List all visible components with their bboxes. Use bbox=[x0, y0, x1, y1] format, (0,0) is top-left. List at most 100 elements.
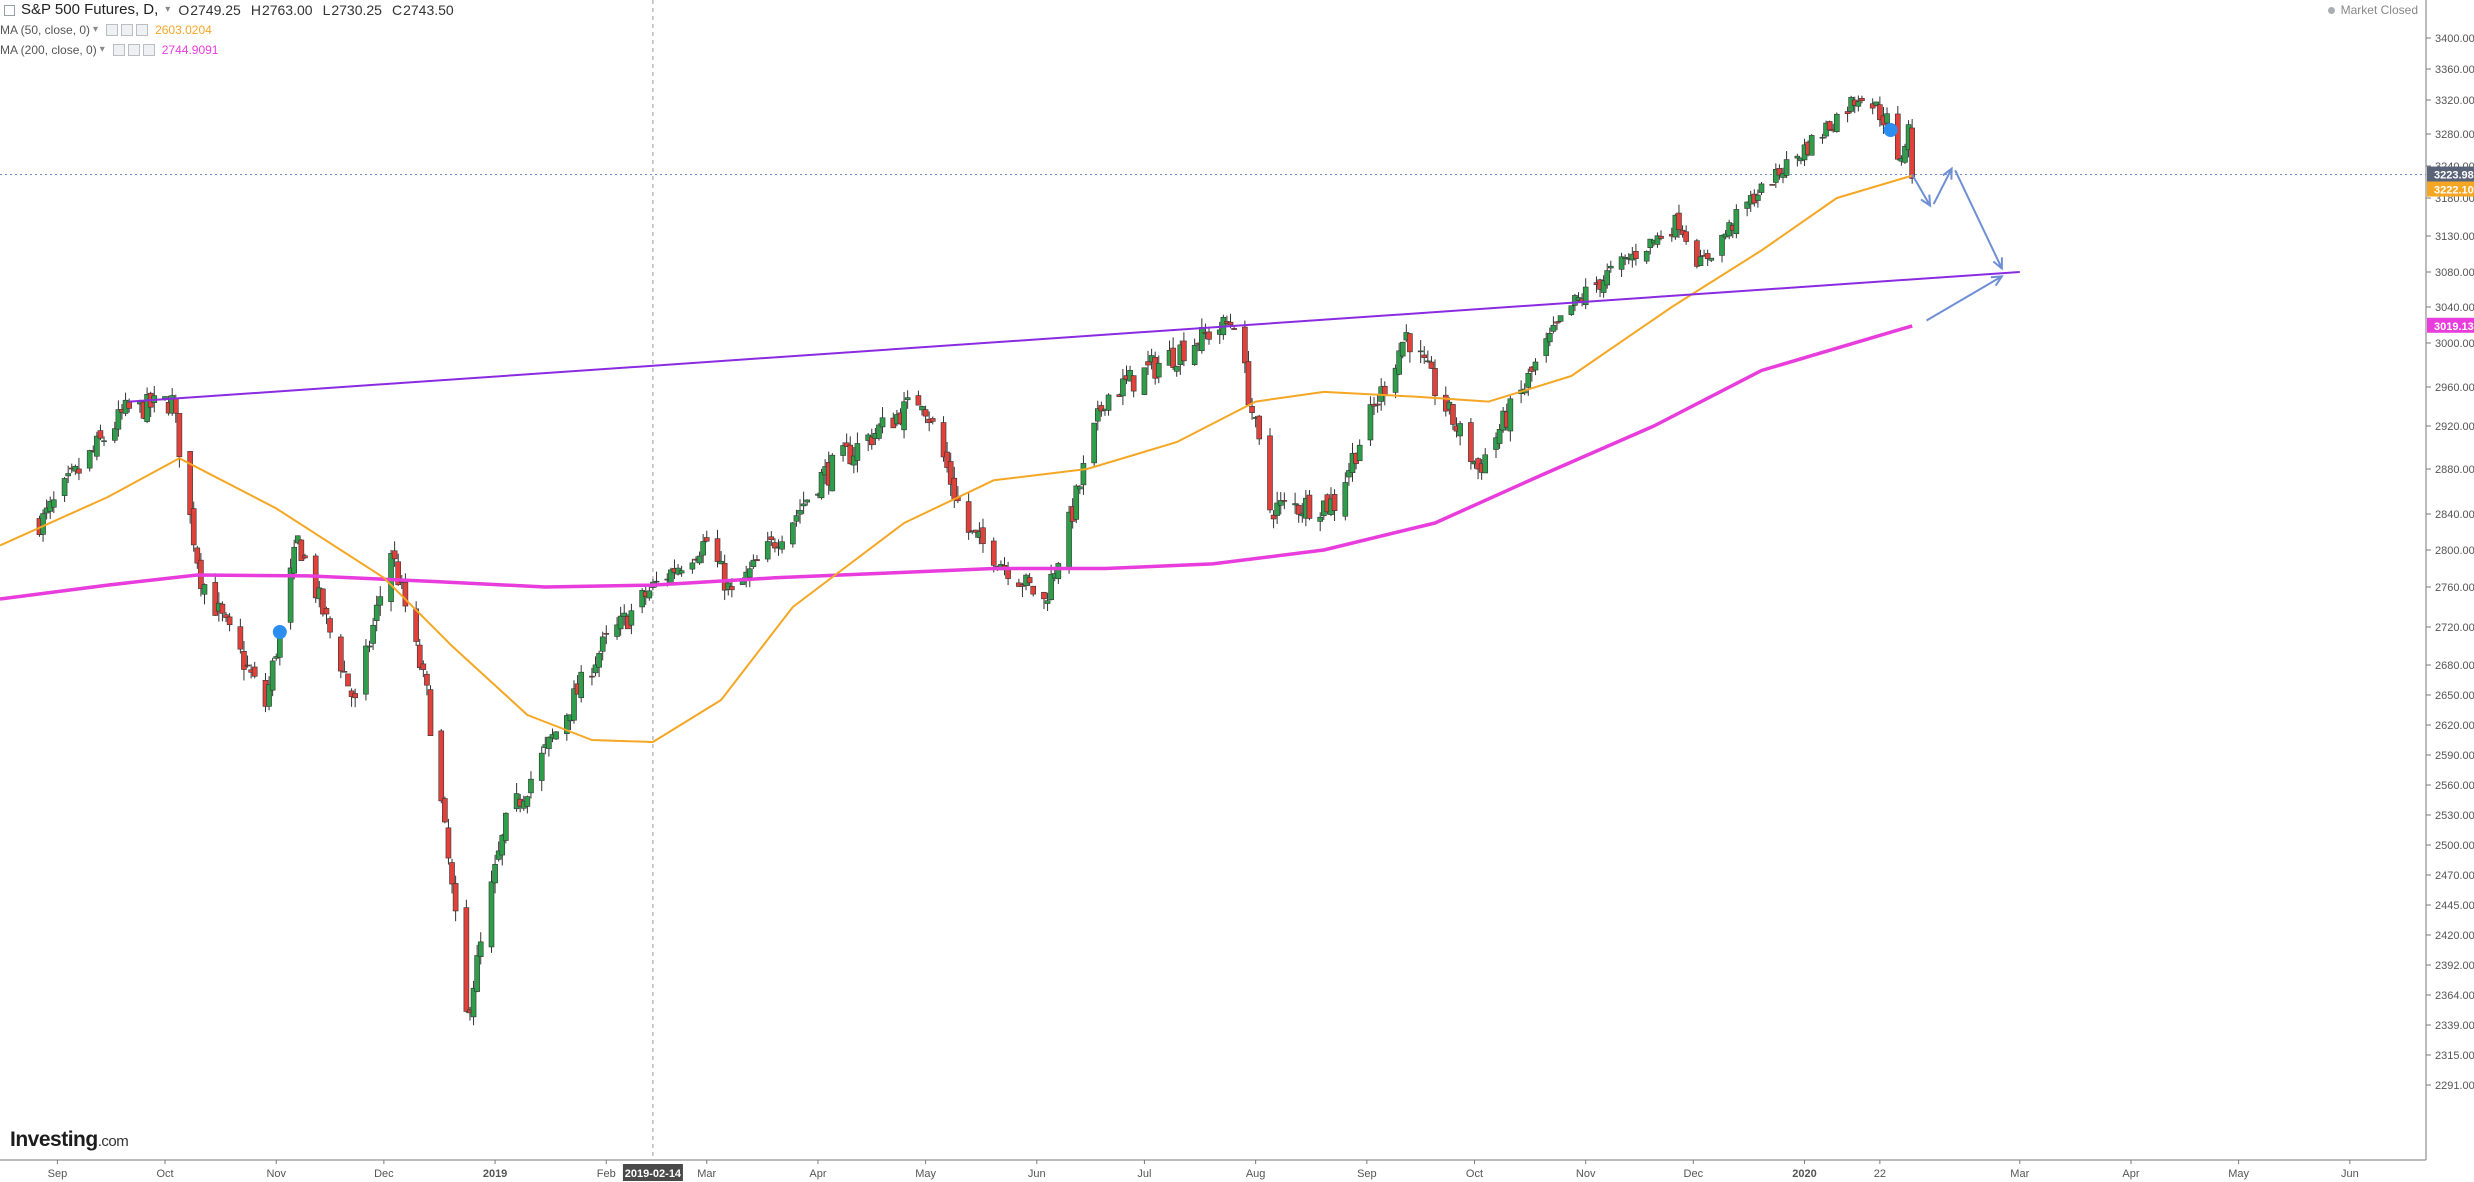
price-tick-label: 3400.00 bbox=[2435, 33, 2474, 45]
price-label-text: 3223.98 bbox=[2434, 170, 2474, 182]
candle-body bbox=[1026, 577, 1033, 584]
candle-body bbox=[1733, 209, 1740, 235]
time-tick-label: May bbox=[2228, 1168, 2249, 1180]
time-tick-label: Oct bbox=[156, 1168, 173, 1180]
price-tick-label: 2500.00 bbox=[2435, 840, 2474, 852]
candle-body bbox=[721, 563, 728, 591]
candle-body bbox=[1808, 135, 1815, 156]
candle-body bbox=[345, 673, 351, 687]
candle-body bbox=[879, 417, 886, 428]
candle-body bbox=[1374, 403, 1381, 406]
candle-body bbox=[442, 798, 448, 823]
candle-body bbox=[1877, 104, 1883, 121]
candle-body bbox=[729, 586, 735, 591]
low-label: L bbox=[322, 2, 331, 18]
symbol-title: S&P 500 Futures, D, bbox=[21, 1, 159, 18]
candle-body bbox=[388, 553, 394, 602]
candle-body bbox=[1769, 184, 1776, 186]
forecast-arrowhead-3 bbox=[1992, 257, 2003, 271]
eye-icon[interactable] bbox=[106, 24, 119, 36]
candle-body bbox=[915, 395, 922, 406]
candle-body bbox=[1094, 408, 1101, 422]
candle-body bbox=[1120, 378, 1126, 397]
price-label-bg bbox=[2427, 317, 2474, 333]
candle-body bbox=[868, 436, 875, 446]
close-value: 2743.50 bbox=[403, 2, 454, 18]
candle-body bbox=[1145, 361, 1151, 366]
time-tick-label: Dec bbox=[1684, 1168, 1704, 1180]
candle-body bbox=[746, 568, 753, 578]
candle-body bbox=[1773, 169, 1779, 183]
candle-body bbox=[1249, 406, 1255, 413]
candle-body bbox=[1295, 504, 1302, 515]
candle-body bbox=[1902, 146, 1908, 163]
candle-body bbox=[1622, 256, 1628, 259]
candle-body bbox=[524, 796, 531, 807]
candle-body bbox=[1417, 350, 1424, 353]
candle-body bbox=[201, 584, 208, 595]
price-label-bg bbox=[2427, 181, 2474, 197]
price-tick-label: 2840.00 bbox=[2435, 509, 2474, 521]
time-tick-label: Mar bbox=[2010, 1168, 2029, 1180]
forecast-arrowhead-1 bbox=[1920, 194, 1932, 208]
settings-icon[interactable] bbox=[121, 24, 134, 36]
candle-body bbox=[1130, 375, 1137, 392]
candle-body bbox=[416, 644, 423, 669]
trendline bbox=[129, 271, 2020, 403]
candle-body bbox=[922, 409, 929, 417]
candle-body bbox=[445, 827, 452, 859]
candle-body bbox=[818, 471, 825, 499]
collapse-icon[interactable] bbox=[4, 4, 15, 16]
candle-body bbox=[1155, 362, 1162, 378]
time-tick-label: Jun bbox=[1028, 1168, 1046, 1180]
ma200-line bbox=[0, 324, 1913, 601]
candle-body bbox=[463, 907, 470, 1012]
crosshair-date-bg bbox=[622, 1164, 683, 1181]
price-tick-label: 3360.00 bbox=[2435, 64, 2474, 76]
candle-body bbox=[1199, 327, 1205, 352]
candle-body bbox=[980, 527, 986, 545]
candle-body bbox=[327, 618, 333, 633]
candle-body bbox=[1704, 253, 1711, 260]
candle-body bbox=[1048, 573, 1054, 601]
candle-body bbox=[718, 560, 724, 565]
settings-icon[interactable] bbox=[127, 44, 140, 56]
candle-body bbox=[1231, 328, 1237, 330]
candle-body bbox=[538, 752, 545, 781]
chevron-down-icon[interactable]: ▾ bbox=[93, 24, 99, 35]
eye-icon[interactable] bbox=[112, 44, 125, 56]
candle-body bbox=[779, 541, 785, 550]
price-tick-label: 2960.00 bbox=[2435, 382, 2474, 394]
candle-body bbox=[162, 396, 168, 399]
price-label-text: 3222.10 bbox=[2434, 185, 2474, 197]
price-tick-label: 3320.00 bbox=[2435, 95, 2474, 107]
candle-body bbox=[1450, 404, 1456, 425]
candle-body bbox=[1658, 235, 1664, 239]
price-tick-label: 2470.00 bbox=[2435, 870, 2474, 882]
price-tick-label: 2530.00 bbox=[2435, 810, 2474, 822]
candle-body bbox=[1744, 201, 1750, 209]
forecast-arrow-1 bbox=[1911, 174, 1931, 207]
candle-body bbox=[990, 540, 997, 566]
candle-body bbox=[223, 614, 229, 618]
candle-body bbox=[1525, 372, 1532, 388]
candle-body bbox=[1080, 463, 1087, 486]
candle-body bbox=[1496, 429, 1503, 444]
candle-body bbox=[1425, 360, 1431, 363]
close-icon[interactable] bbox=[136, 24, 149, 36]
chevron-down-icon[interactable]: ▾ bbox=[99, 44, 105, 55]
candle-body bbox=[1550, 324, 1557, 332]
candle-body bbox=[1191, 344, 1198, 366]
candle-body bbox=[1844, 111, 1851, 114]
candle-body bbox=[323, 608, 330, 615]
chevron-down-icon[interactable]: ▾ bbox=[165, 4, 171, 15]
candle-body bbox=[1141, 367, 1148, 395]
price-tick-label: 2392.00 bbox=[2435, 960, 2474, 972]
close-icon[interactable] bbox=[142, 44, 155, 56]
candle-body bbox=[237, 626, 244, 650]
candle-body bbox=[76, 468, 82, 474]
ma50-label: MA (50, close, 0) bbox=[0, 23, 91, 37]
candle-body bbox=[1618, 256, 1625, 270]
candle-body bbox=[187, 451, 193, 516]
